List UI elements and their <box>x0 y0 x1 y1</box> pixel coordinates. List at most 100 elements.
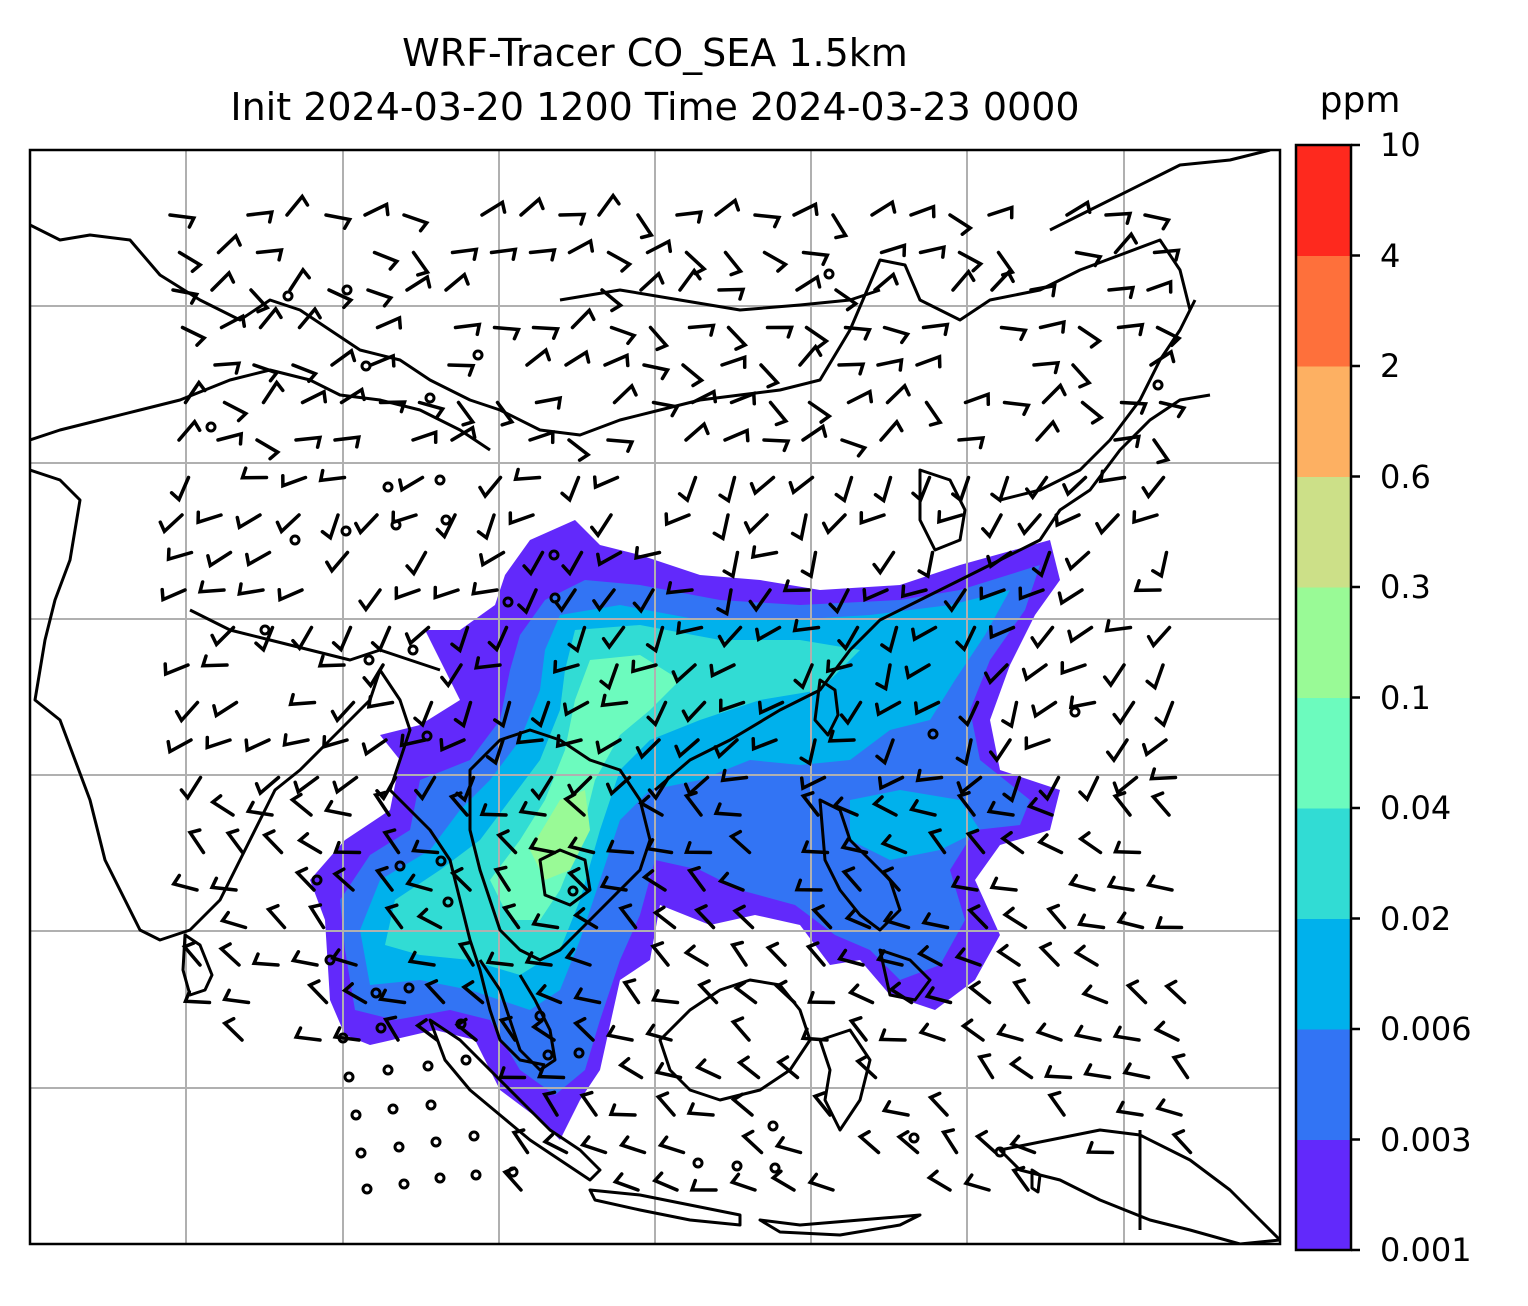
wind-barb <box>729 940 748 967</box>
wind-barb <box>534 395 563 410</box>
wind-barb <box>958 700 980 728</box>
wind-barb <box>160 587 187 603</box>
wind-barb <box>697 979 719 1005</box>
wind-barb <box>717 625 743 649</box>
wind-barb <box>197 580 226 594</box>
wind-barb <box>453 322 482 337</box>
wind-barb <box>1035 419 1060 442</box>
wind-barb <box>1105 738 1129 764</box>
wind-barb <box>592 475 620 490</box>
wind-barb <box>596 550 623 567</box>
wind-barb <box>646 700 668 728</box>
wind-barb <box>1060 661 1087 676</box>
wind-barb <box>730 1092 754 1117</box>
wind-barb <box>1001 700 1019 729</box>
wind-barb <box>1083 1063 1112 1080</box>
wind-barb <box>254 625 275 653</box>
wind-barb <box>1171 1053 1190 1080</box>
wind-barb <box>750 545 779 560</box>
map-frame <box>28 148 1282 1246</box>
wind-barb <box>875 663 892 692</box>
wind-barb <box>1112 775 1139 796</box>
wind-barb <box>219 313 247 330</box>
colorbar-tick-label: 10 <box>1380 126 1421 164</box>
wind-barb <box>572 907 599 930</box>
wind-barb <box>288 266 311 292</box>
wind-barb <box>517 588 538 615</box>
wind-barb <box>1038 775 1061 802</box>
colorbar-tick-label: 0.6 <box>1380 457 1431 496</box>
wind-barb <box>492 325 521 341</box>
wind-barb <box>807 400 833 424</box>
wind-barb <box>1152 438 1171 465</box>
wind-barb <box>651 1171 679 1192</box>
wind-barb <box>235 513 262 531</box>
wind-barb <box>237 582 265 597</box>
wind-barb <box>974 1129 998 1155</box>
wind-barb <box>918 1022 946 1042</box>
wind-barb <box>831 213 849 240</box>
wind-barb <box>634 546 662 561</box>
wind-barb <box>405 274 432 292</box>
wind-barb <box>996 1023 1024 1042</box>
wind-barb <box>792 201 819 217</box>
wind-barb <box>875 949 904 967</box>
sri-lanka <box>181 933 214 997</box>
wind-barb <box>1155 1098 1183 1117</box>
wind-barb <box>495 400 515 427</box>
wind-barb <box>605 775 632 797</box>
wind-barb <box>943 588 967 614</box>
wind-barb <box>827 729 856 743</box>
wind-barb <box>1132 510 1159 525</box>
wind-barb <box>519 196 545 217</box>
wind-barb <box>245 800 274 817</box>
wind-barb <box>609 325 637 346</box>
wind-barb <box>799 775 827 791</box>
wind-barb <box>1152 248 1181 262</box>
wind-barb <box>414 775 437 802</box>
wind-barb <box>1065 199 1092 217</box>
wind-barb <box>444 271 470 292</box>
wind-barb <box>825 659 853 674</box>
wind-barb <box>405 873 433 892</box>
wind-barb <box>1149 349 1176 367</box>
wind-barb <box>168 213 197 229</box>
wind-barb <box>954 947 982 967</box>
wind-barb <box>600 693 629 708</box>
wind-barb <box>800 791 820 817</box>
wind-barb <box>515 731 544 745</box>
wind-barb <box>1077 831 1103 855</box>
wind-barb <box>915 354 942 369</box>
wind-barb <box>775 1055 800 1080</box>
wind-barb <box>564 947 592 967</box>
wind-barb <box>977 1053 995 1080</box>
wind-barb <box>926 1169 952 1192</box>
wind-barb <box>723 428 750 443</box>
colorbar-segment <box>1296 255 1351 367</box>
wind-barb <box>896 1130 920 1155</box>
island-small <box>1030 1168 1042 1194</box>
wind-barb <box>904 663 931 680</box>
wind-barb <box>169 475 191 503</box>
wind-barb <box>1098 469 1127 484</box>
wind-barb <box>530 1018 556 1042</box>
wind-barb <box>859 510 886 526</box>
colorbar-segment <box>1296 697 1351 809</box>
wind-barb <box>871 795 898 817</box>
wind-barb <box>317 654 346 668</box>
wind-barb <box>221 1016 244 1042</box>
wind-barb <box>453 700 473 729</box>
wind-barb <box>751 736 778 752</box>
wind-barb <box>181 941 202 967</box>
wind-barb <box>372 250 400 271</box>
wind-barb <box>1155 325 1182 348</box>
wind-barb <box>450 625 470 654</box>
philippines <box>818 798 902 932</box>
wind-barb <box>366 695 395 709</box>
wind-barb <box>558 212 587 226</box>
colorbar-segment <box>1296 145 1351 256</box>
wind-barb <box>800 840 830 855</box>
colorbar-tick-label: 4 <box>1380 236 1401 275</box>
wind-barb <box>948 213 974 236</box>
wind-barb <box>729 391 757 406</box>
